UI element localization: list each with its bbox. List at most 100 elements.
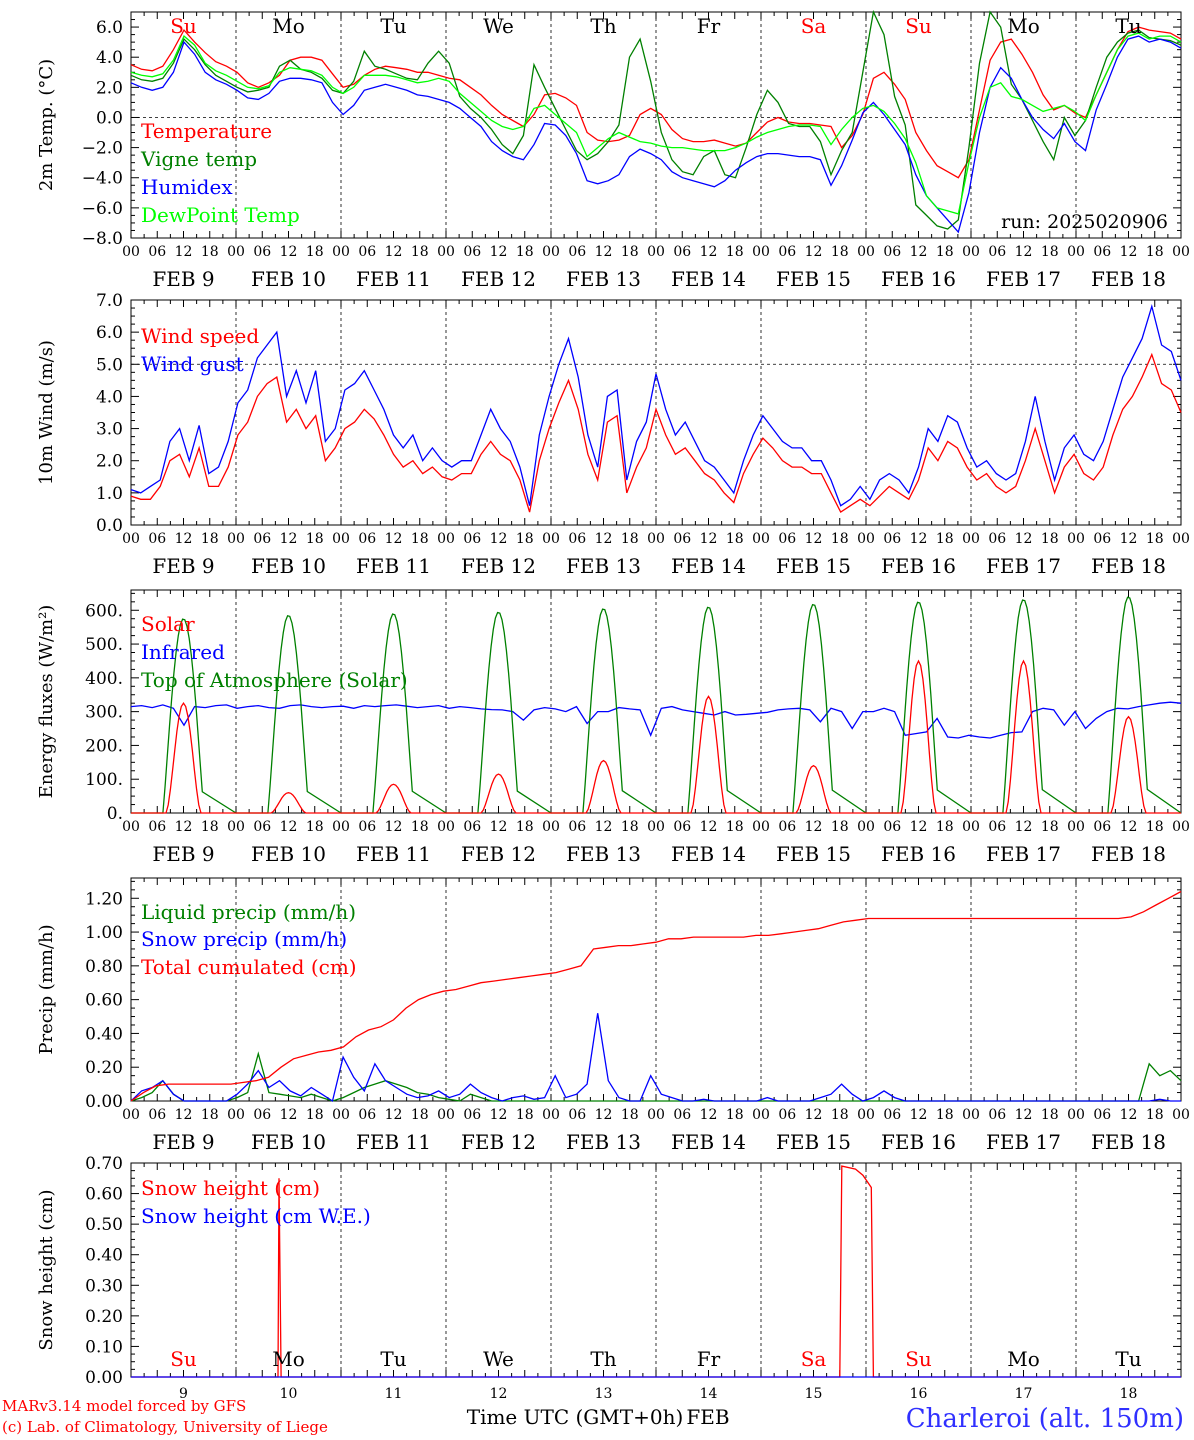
y-tick-label: 0.00 [85, 1092, 123, 1112]
hour-tick-label: 18 [201, 819, 219, 835]
hour-tick-label: 18 [936, 819, 954, 835]
hour-tick-label: 12 [175, 819, 193, 835]
hour-tick-label: 18 [411, 531, 429, 547]
hour-tick-label: 12 [385, 1107, 403, 1123]
hour-tick-label: 00 [227, 531, 245, 547]
hour-tick-label: 06 [673, 1107, 691, 1123]
hour-tick-label: 06 [883, 244, 901, 260]
hour-tick-label: 06 [358, 1107, 376, 1123]
day-number-label: 9 [179, 1386, 188, 1402]
hour-tick-label: 18 [411, 819, 429, 835]
y-tick-label: 1.00 [85, 923, 123, 943]
y-tick-label: 3.0 [96, 420, 123, 440]
date-label: FEB 14 [671, 267, 746, 291]
date-label: FEB 15 [776, 267, 851, 291]
date-label: FEB 17 [986, 1130, 1061, 1154]
hour-tick-label: 00 [437, 531, 455, 547]
y-tick-label: 7.0 [96, 291, 123, 311]
hour-tick-label: 12 [595, 819, 613, 835]
date-label: FEB 12 [461, 267, 536, 291]
hour-tick-label: 06 [778, 244, 796, 260]
hour-tick-label: 18 [306, 819, 324, 835]
hour-tick-label: 12 [490, 1107, 508, 1123]
date-label: FEB 10 [251, 267, 326, 291]
hour-tick-label: 12 [1120, 1107, 1138, 1123]
hour-tick-label: 00 [1172, 531, 1190, 547]
hour-tick-label: 06 [778, 819, 796, 835]
legend-entry: Solar [141, 612, 195, 636]
hour-tick-label: 00 [857, 531, 875, 547]
hour-tick-label: 12 [700, 531, 718, 547]
hour-tick-label: 18 [831, 819, 849, 835]
hour-tick-label: 00 [962, 819, 980, 835]
hour-tick-label: 00 [227, 1107, 245, 1123]
hour-tick-label: 12 [280, 531, 298, 547]
day-number-label: 11 [385, 1386, 403, 1402]
hour-tick-label: 18 [936, 1107, 954, 1123]
y-tick-label: 2.0 [96, 452, 123, 472]
y-tick-label: 0.80 [85, 957, 123, 977]
day-number-label: 13 [595, 1386, 613, 1402]
hour-tick-label: 06 [988, 531, 1006, 547]
y-tick-label: 0.00 [85, 1368, 123, 1388]
hour-tick-label: 00 [122, 819, 140, 835]
hour-tick-label: 00 [1172, 244, 1190, 260]
y-axis-label: 2m Temp. (°C) [36, 59, 57, 191]
series-line [131, 1165, 1181, 1378]
legend-entry: Temperature [141, 119, 272, 143]
legend-entry: Vigne temp [140, 147, 257, 171]
y-tick-label: 0. [107, 804, 123, 824]
hour-tick-label: 18 [621, 819, 639, 835]
hour-tick-label: 06 [568, 819, 586, 835]
hour-tick-label: 18 [831, 244, 849, 260]
date-label: FEB 18 [1091, 554, 1166, 578]
hour-tick-label: 18 [1041, 819, 1059, 835]
hour-tick-label: 18 [411, 1107, 429, 1123]
weekday-label: Tu [380, 14, 406, 38]
date-label: FEB 17 [986, 267, 1061, 291]
day-number-label: 10 [280, 1386, 298, 1402]
weekday-label: Su [905, 1347, 932, 1371]
hour-tick-label: 06 [1093, 819, 1111, 835]
date-label: FEB 13 [566, 1130, 641, 1154]
run-label: run: 2025020906 [1001, 211, 1168, 233]
date-label: FEB 10 [251, 1130, 326, 1154]
y-tick-label: 0.20 [85, 1058, 123, 1078]
hour-tick-label: 00 [1172, 819, 1190, 835]
weekday-label: Tu [1115, 14, 1141, 38]
hour-tick-label: 00 [332, 819, 350, 835]
series-line [130, 1013, 1181, 1103]
y-tick-label: 100. [85, 770, 123, 790]
y-tick-label: 0.10 [85, 1337, 123, 1357]
weekday-label: Sa [801, 14, 827, 38]
weekday-label: Th [590, 14, 616, 38]
hour-tick-label: 18 [1146, 244, 1164, 260]
y-tick-label: 600. [85, 601, 123, 621]
hour-tick-label: 18 [621, 531, 639, 547]
hour-tick-label: 06 [253, 1107, 271, 1123]
hour-tick-label: 12 [490, 531, 508, 547]
hour-tick-label: 00 [647, 244, 665, 260]
hour-tick-label: 12 [280, 1107, 298, 1123]
hour-tick-label: 06 [778, 1107, 796, 1123]
hour-tick-label: 00 [437, 244, 455, 260]
date-label: FEB 14 [671, 554, 746, 578]
y-tick-label: 0.50 [85, 1215, 123, 1235]
date-label: FEB 11 [356, 554, 431, 578]
hour-tick-label: 00 [962, 1107, 980, 1123]
hour-tick-label: 12 [1015, 531, 1033, 547]
y-tick-label: −2.0 [82, 139, 123, 159]
day-number-label: 12 [490, 1386, 508, 1402]
date-label: FEB 10 [251, 554, 326, 578]
hour-tick-label: 06 [463, 244, 481, 260]
hour-tick-label: 06 [883, 819, 901, 835]
y-tick-label: −8.0 [82, 229, 123, 249]
hour-tick-label: 06 [568, 1107, 586, 1123]
date-label: FEB 16 [881, 267, 956, 291]
hour-tick-label: 12 [805, 1107, 823, 1123]
date-label: FEB 11 [356, 842, 431, 866]
hour-tick-label: 18 [831, 531, 849, 547]
hour-tick-label: 00 [1067, 244, 1085, 260]
x-axis-month: FEB [686, 1405, 729, 1429]
hour-tick-label: 18 [411, 244, 429, 260]
